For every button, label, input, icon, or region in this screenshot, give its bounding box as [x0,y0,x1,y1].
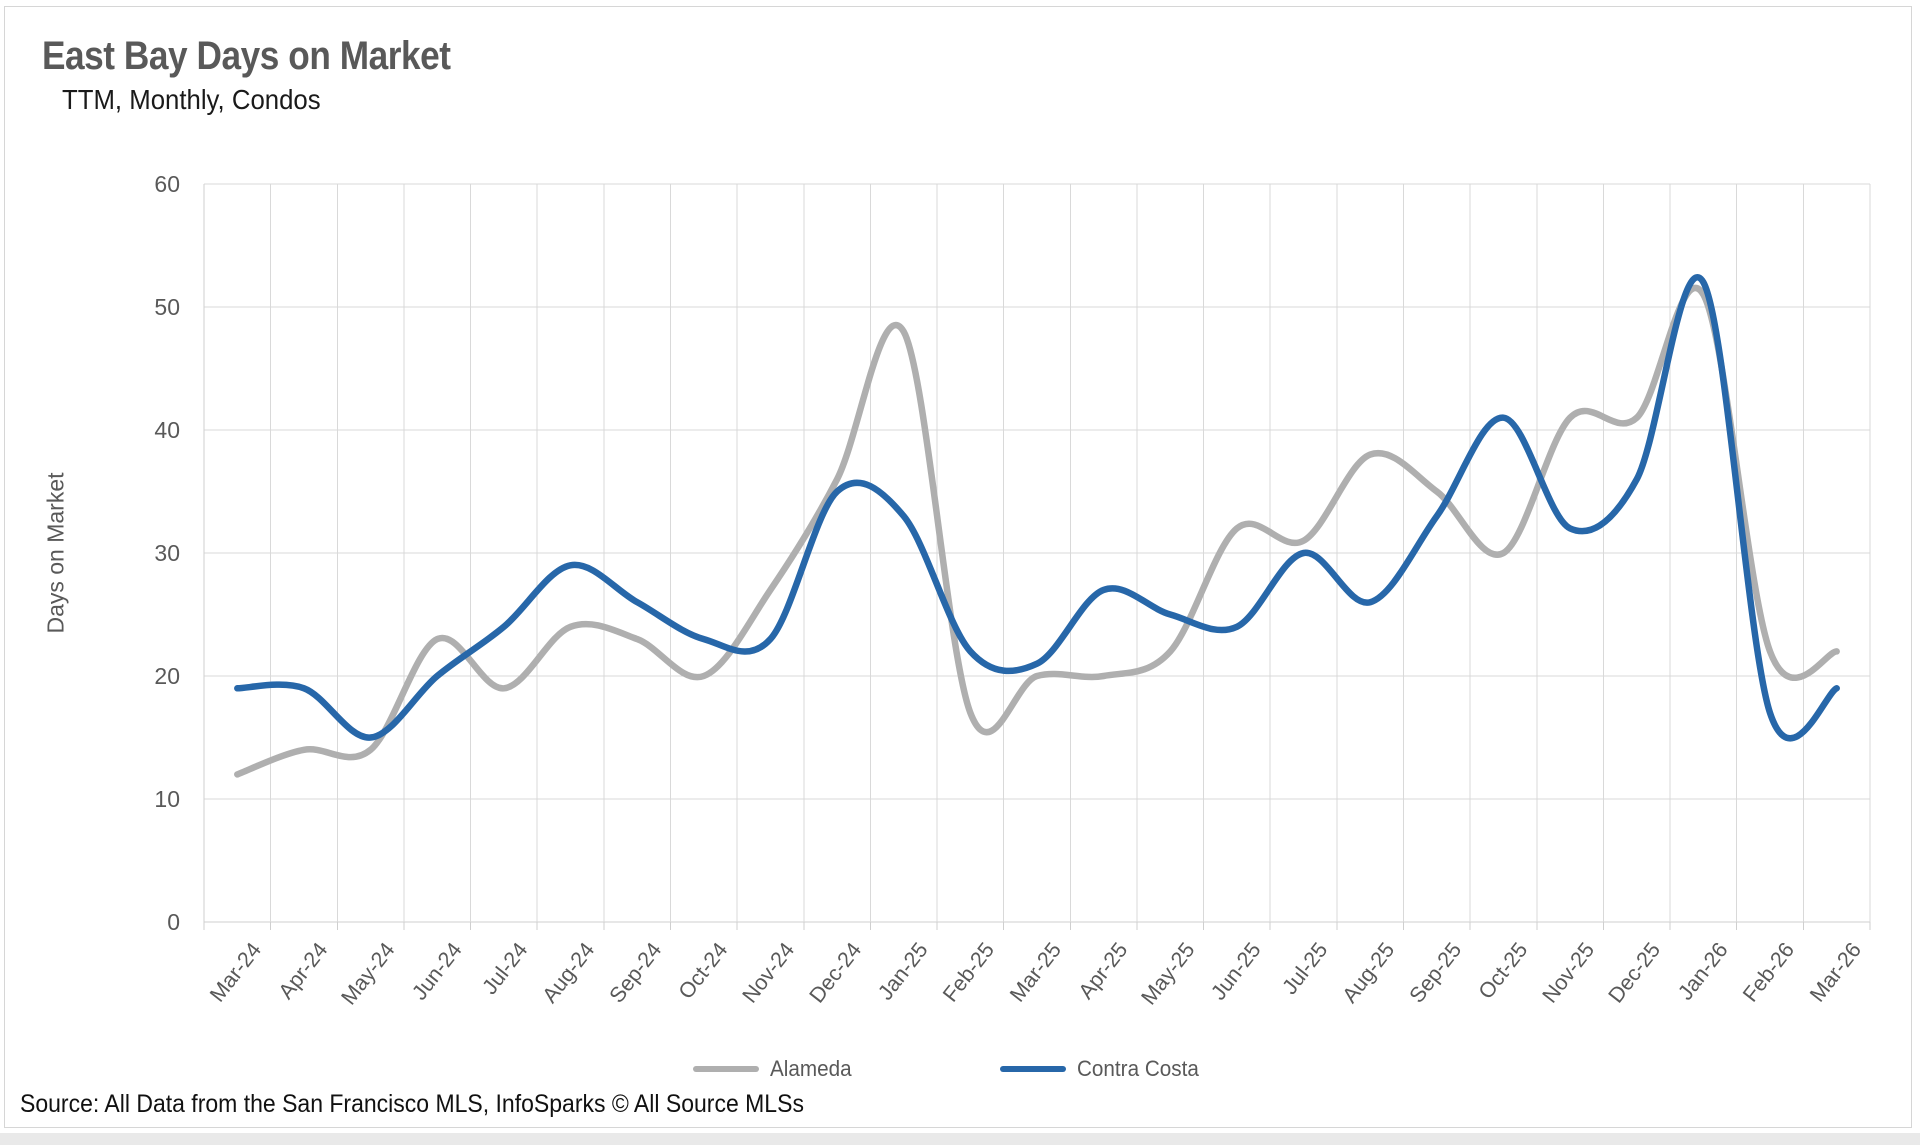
y-tick-label-10: 10 [154,786,180,812]
source-note: Source: All Data from the San Francisco … [20,1090,804,1118]
series-line-alameda [234,284,1840,778]
y-tick-label-40: 40 [154,417,180,443]
contra-costa-line-swatch [1000,1066,1066,1072]
y-tick-label-30: 30 [154,540,180,566]
y-tick-label-60: 60 [154,171,180,197]
legend-label-alameda: Alameda [770,1056,852,1081]
alameda-line-swatch [693,1066,759,1072]
page-subtitle: TTM, Monthly, Condos [62,84,321,115]
y-tick-label-20: 20 [154,663,180,689]
page-title: East Bay Days on Market [42,34,451,78]
y-tick-label-0: 0 [167,909,180,935]
legend-label-contra-costa: Contra Costa [1077,1056,1199,1081]
chart-frame [4,6,1912,1128]
legend-item-contra-costa: Contra Costa [1000,1054,1207,1084]
legend-item-alameda: Alameda [693,1054,857,1084]
bottom-strip [0,1133,1920,1145]
series-line-contra-costa [234,274,1840,742]
chart-legend: Alameda Contra Costa [0,1054,1920,1088]
y-tick-label-50: 50 [154,294,180,320]
